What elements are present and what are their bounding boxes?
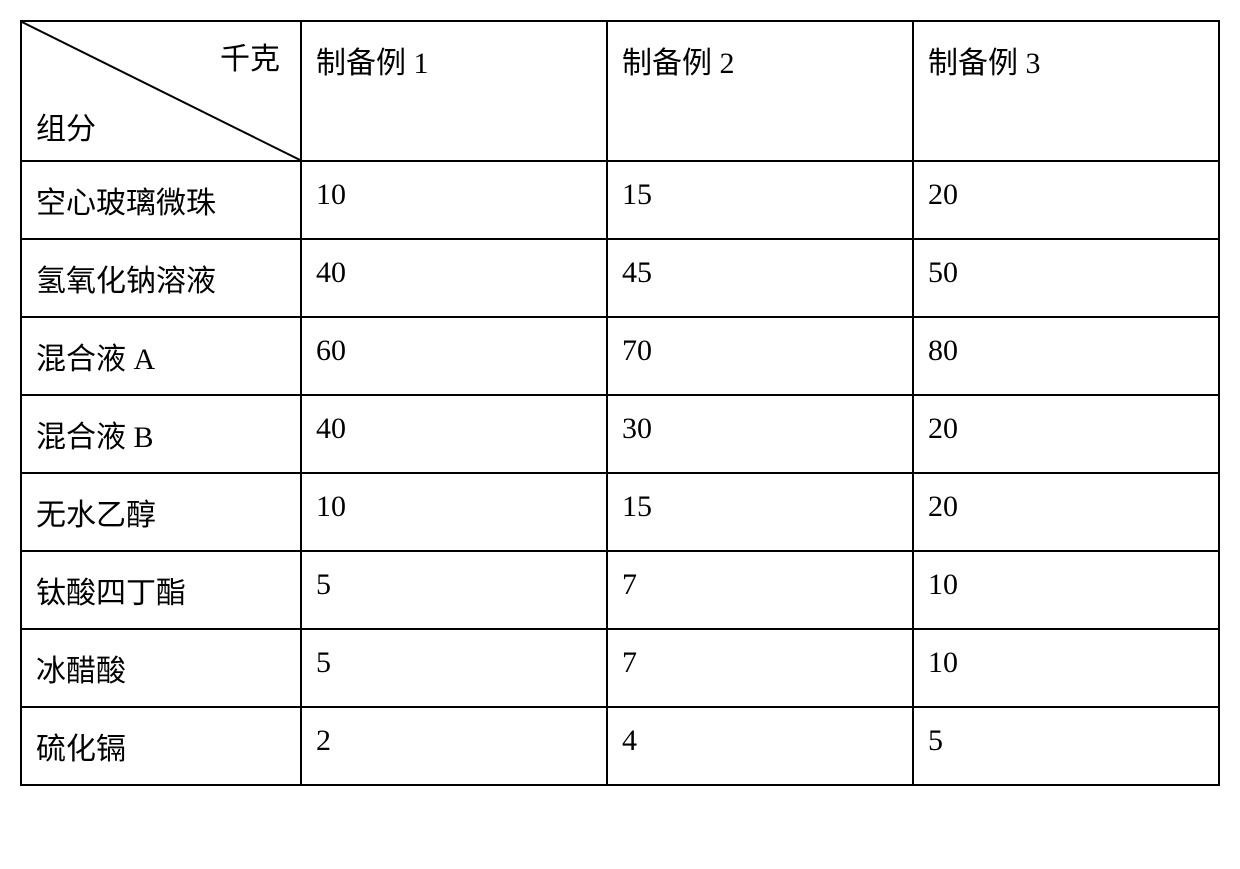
row-label: 混合液 A bbox=[21, 317, 301, 395]
table-row: 混合液 B 40 30 20 bbox=[21, 395, 1219, 473]
table-row: 钛酸四丁酯 5 7 10 bbox=[21, 551, 1219, 629]
data-cell: 15 bbox=[607, 161, 913, 239]
column-header-1: 制备例 1 bbox=[301, 21, 607, 161]
component-label: 组分 bbox=[36, 104, 96, 148]
row-label: 硫化镉 bbox=[21, 707, 301, 785]
row-label: 钛酸四丁酯 bbox=[21, 551, 301, 629]
diagonal-header-cell: 千克 组分 bbox=[21, 21, 301, 161]
header-row: 千克 组分 制备例 1 制备例 2 制备例 3 bbox=[21, 21, 1219, 161]
data-cell: 5 bbox=[913, 707, 1219, 785]
table-body: 空心玻璃微珠 10 15 20 氢氧化钠溶液 40 45 50 混合液 A 60… bbox=[21, 161, 1219, 785]
table-row: 硫化镉 2 4 5 bbox=[21, 707, 1219, 785]
data-cell: 7 bbox=[607, 629, 913, 707]
data-cell: 20 bbox=[913, 395, 1219, 473]
data-cell: 50 bbox=[913, 239, 1219, 317]
column-header-3: 制备例 3 bbox=[913, 21, 1219, 161]
table-row: 氢氧化钠溶液 40 45 50 bbox=[21, 239, 1219, 317]
data-cell: 10 bbox=[301, 473, 607, 551]
data-cell: 10 bbox=[913, 629, 1219, 707]
data-cell: 10 bbox=[913, 551, 1219, 629]
row-label: 无水乙醇 bbox=[21, 473, 301, 551]
table-row: 冰醋酸 5 7 10 bbox=[21, 629, 1219, 707]
data-cell: 40 bbox=[301, 395, 607, 473]
data-cell: 20 bbox=[913, 473, 1219, 551]
data-cell: 5 bbox=[301, 551, 607, 629]
data-cell: 20 bbox=[913, 161, 1219, 239]
data-cell: 80 bbox=[913, 317, 1219, 395]
data-cell: 2 bbox=[301, 707, 607, 785]
data-cell: 60 bbox=[301, 317, 607, 395]
table-row: 混合液 A 60 70 80 bbox=[21, 317, 1219, 395]
row-label: 空心玻璃微珠 bbox=[21, 161, 301, 239]
table-row: 无水乙醇 10 15 20 bbox=[21, 473, 1219, 551]
data-cell: 10 bbox=[301, 161, 607, 239]
data-cell: 15 bbox=[607, 473, 913, 551]
data-cell: 40 bbox=[301, 239, 607, 317]
row-label: 冰醋酸 bbox=[21, 629, 301, 707]
column-header-2: 制备例 2 bbox=[607, 21, 913, 161]
data-cell: 5 bbox=[301, 629, 607, 707]
data-cell: 70 bbox=[607, 317, 913, 395]
data-cell: 7 bbox=[607, 551, 913, 629]
data-table: 千克 组分 制备例 1 制备例 2 制备例 3 空心玻璃微珠 10 15 20 … bbox=[20, 20, 1220, 786]
data-cell: 30 bbox=[607, 395, 913, 473]
table-row: 空心玻璃微珠 10 15 20 bbox=[21, 161, 1219, 239]
data-cell: 4 bbox=[607, 707, 913, 785]
row-label: 氢氧化钠溶液 bbox=[21, 239, 301, 317]
data-cell: 45 bbox=[607, 239, 913, 317]
row-label: 混合液 B bbox=[21, 395, 301, 473]
unit-label: 千克 bbox=[220, 34, 280, 78]
